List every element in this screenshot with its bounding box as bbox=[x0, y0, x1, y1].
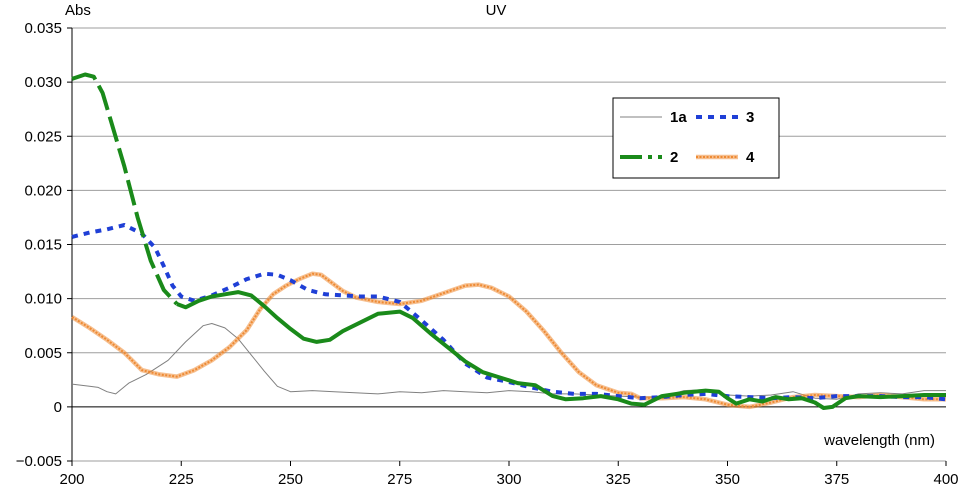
x-tick-label: 275 bbox=[387, 471, 412, 488]
x-tick-label: 225 bbox=[169, 471, 194, 488]
series-line-2 bbox=[176, 290, 946, 410]
x-axis-title: wavelength (nm) bbox=[823, 432, 935, 449]
tick-labels: −0.005 0 0.005 0.010 0.015 0.020 0.025 0.030 0.0… bbox=[16, 20, 959, 488]
series-line-3 bbox=[71, 223, 947, 402]
x-tick-label: 250 bbox=[278, 471, 303, 488]
chart-title: UV bbox=[486, 2, 507, 19]
legend-label-2: 2 bbox=[670, 149, 678, 166]
series-line-4 bbox=[71, 272, 946, 408]
legend-label-3: 3 bbox=[746, 109, 754, 126]
legend-label-1a: 1a bbox=[670, 109, 687, 126]
y-axis-title: Abs bbox=[65, 2, 91, 19]
y-tick-label: 0.025 bbox=[24, 128, 62, 145]
series-line-2 bbox=[71, 72, 179, 306]
y-tick-label: 0 bbox=[54, 399, 62, 416]
axes bbox=[67, 27, 947, 466]
series-lines bbox=[70, 72, 947, 410]
legend-box bbox=[612, 97, 780, 179]
x-tick-label: 325 bbox=[606, 471, 631, 488]
x-tick-label: 200 bbox=[59, 471, 84, 488]
y-tick-label: 0.035 bbox=[24, 20, 62, 37]
y-tick-label: 0.005 bbox=[24, 345, 62, 362]
x-tick-label: 300 bbox=[496, 471, 521, 488]
y-tick-label: 0.030 bbox=[24, 74, 62, 91]
legend: 1a 3 2 4 bbox=[612, 97, 780, 179]
series-line-1a bbox=[71, 323, 946, 400]
x-tick-label: 375 bbox=[824, 471, 849, 488]
x-tick-label: 350 bbox=[715, 471, 740, 488]
x-tick-label: 400 bbox=[933, 471, 958, 488]
y-tick-label: −0.005 bbox=[16, 453, 62, 470]
legend-label-4: 4 bbox=[746, 149, 755, 166]
y-tick-label: 0.015 bbox=[24, 237, 62, 254]
y-tick-label: 0.020 bbox=[24, 182, 62, 199]
y-tick-label: 0.010 bbox=[24, 291, 62, 308]
